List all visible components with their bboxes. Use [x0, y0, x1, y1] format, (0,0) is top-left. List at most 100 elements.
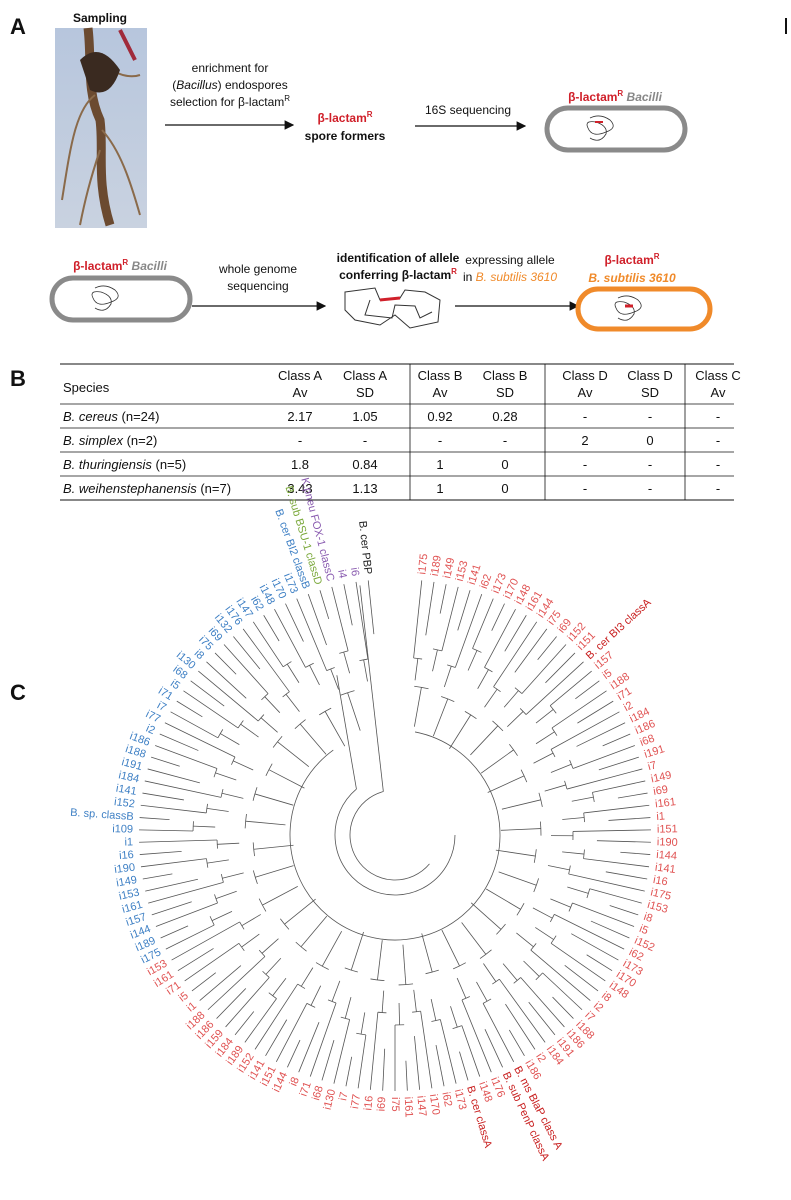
branch	[309, 1002, 337, 1077]
leaf-label: i16	[362, 1095, 375, 1111]
node	[519, 708, 527, 715]
branch	[160, 925, 189, 939]
node	[496, 923, 506, 935]
step-text: selection for β-lactamR	[170, 94, 290, 109]
species-name: B. weihenstephanensis	[63, 481, 197, 496]
table-cell: -	[583, 409, 587, 424]
table-cell: -	[363, 433, 367, 448]
branch	[274, 608, 306, 668]
leaf-label: i141	[654, 862, 676, 876]
branch	[487, 775, 525, 793]
step-text: (Bacillus) endospores	[172, 78, 287, 92]
leaf-label: i7	[647, 759, 658, 773]
branch	[456, 977, 467, 999]
branch	[470, 725, 499, 756]
node	[447, 664, 456, 668]
leaf-label: i173	[452, 1088, 469, 1111]
leaf-label: i191	[120, 756, 143, 773]
branch	[405, 1060, 408, 1091]
leaf-label: i184	[117, 769, 140, 785]
branch	[461, 1025, 481, 1077]
leaf-label: i4	[335, 569, 348, 580]
branch	[215, 890, 237, 900]
branch	[265, 1019, 288, 1057]
branch	[483, 963, 497, 982]
branch	[170, 711, 219, 739]
branch	[441, 929, 460, 967]
branch	[220, 733, 240, 745]
branch	[551, 690, 607, 729]
leaf-label: i77	[144, 708, 162, 725]
branch	[171, 921, 240, 961]
branch	[516, 932, 534, 948]
branch	[413, 989, 417, 1012]
branch	[589, 888, 642, 904]
allele-diagram	[344, 287, 441, 329]
branch	[583, 858, 650, 868]
node	[492, 978, 500, 985]
column-header: Class B	[418, 368, 463, 383]
branch	[439, 584, 447, 614]
leaf-label: i170	[427, 1093, 442, 1115]
branch	[139, 817, 170, 821]
branch	[501, 799, 541, 810]
leaf-label: i75	[389, 1097, 401, 1112]
node	[533, 878, 539, 893]
branch	[242, 628, 290, 692]
branch	[508, 1029, 525, 1057]
branch	[470, 902, 502, 930]
leaf-label: i62	[439, 1091, 454, 1108]
node	[306, 1002, 316, 1008]
branch	[159, 733, 199, 751]
leaf-label: i69	[376, 1096, 389, 1111]
branch	[363, 659, 368, 682]
table-cell: -	[716, 433, 720, 448]
branch	[142, 873, 173, 880]
branch	[222, 872, 244, 879]
leaf-label: i69	[652, 784, 668, 798]
table-cell: 0	[501, 481, 508, 496]
node	[282, 661, 292, 668]
branch	[571, 796, 594, 802]
column-header: Class B	[483, 368, 528, 383]
branch	[571, 933, 619, 961]
column-header: Class D	[562, 368, 608, 383]
branch	[402, 944, 407, 985]
leaf-label: i62	[627, 946, 645, 963]
leaf-label: i161	[655, 796, 677, 810]
branch	[413, 687, 422, 727]
branch	[617, 792, 648, 799]
node	[492, 720, 504, 732]
branch	[207, 956, 266, 1011]
node	[441, 696, 455, 702]
branch	[265, 957, 282, 975]
branch	[545, 652, 576, 684]
leaf-label: i153	[454, 559, 471, 582]
branch	[285, 694, 300, 712]
branch	[261, 938, 279, 954]
leaf-label: i190	[114, 862, 136, 876]
branch	[272, 977, 287, 996]
node	[484, 667, 493, 673]
column-header: SD	[496, 385, 514, 400]
branch	[190, 680, 225, 707]
branch	[528, 1001, 556, 1036]
result-text: conferring β-lactamR	[339, 267, 457, 282]
branch	[216, 988, 247, 1019]
node	[339, 650, 349, 654]
branch	[542, 972, 583, 1011]
table-cell: 1.8	[291, 457, 309, 472]
table-cell: -	[503, 433, 507, 448]
branch	[184, 943, 240, 982]
node	[514, 687, 523, 694]
table-cell: -	[716, 481, 720, 496]
branch	[598, 756, 639, 771]
column-header: Class C	[695, 368, 741, 383]
leaf-label: i68	[638, 733, 656, 749]
sample-size: (n=7)	[197, 481, 231, 496]
branch	[491, 603, 505, 631]
step-text: sequencing	[227, 279, 288, 293]
branch	[552, 996, 574, 1019]
leaf-label: i153	[118, 887, 141, 903]
branch	[414, 658, 419, 681]
